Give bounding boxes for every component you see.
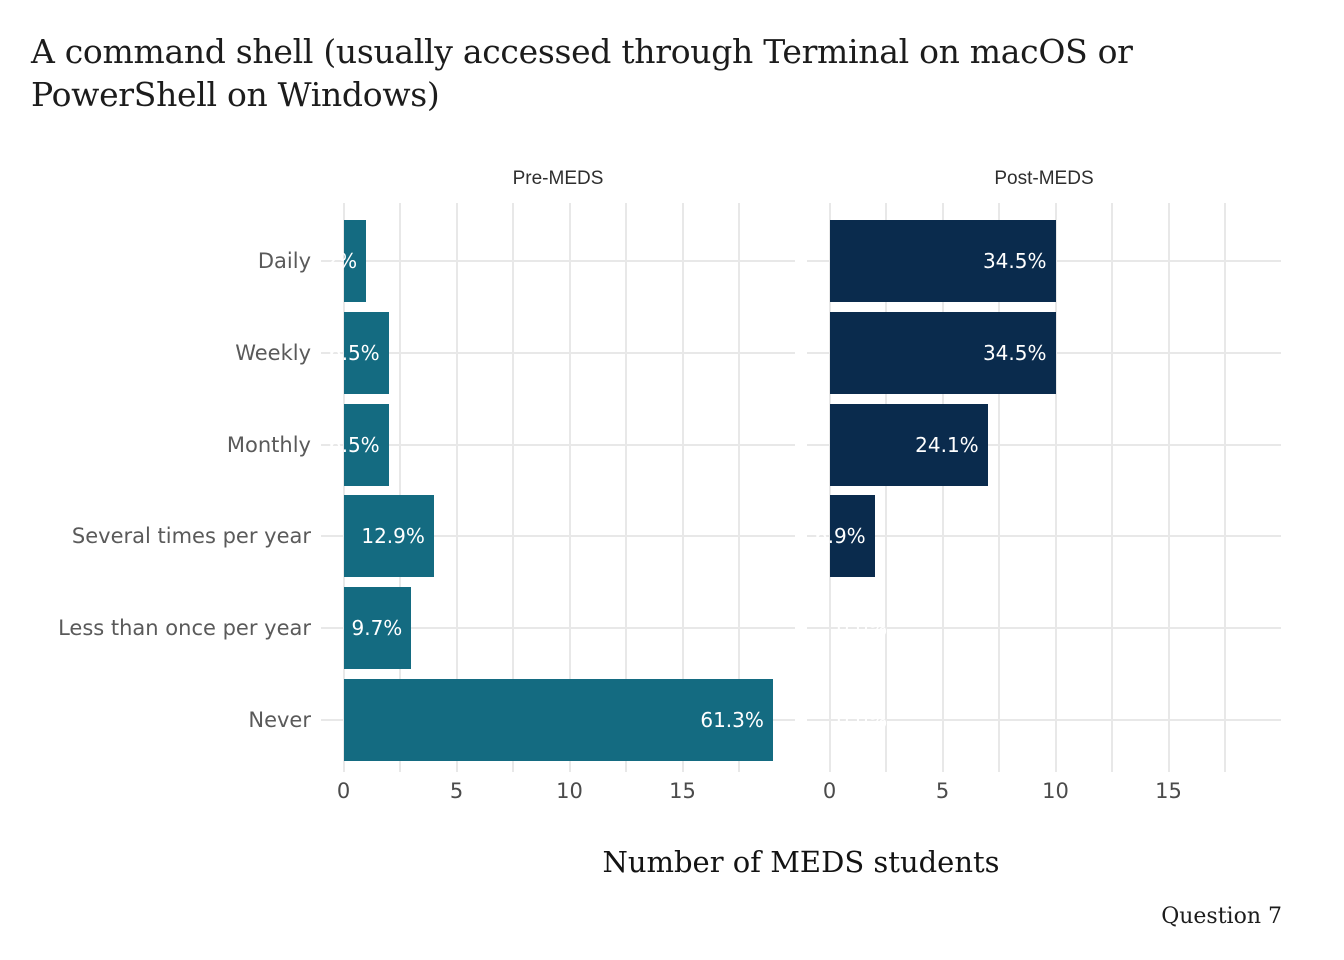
- bar-percentage-label: 24.1%: [915, 432, 979, 457]
- bar: [343, 587, 412, 670]
- x-axis-tick-label: 10: [1042, 779, 1069, 803]
- vertical-gridline: [342, 203, 345, 772]
- chart-title: A command shell (usually accessed throug…: [31, 30, 1301, 116]
- category-label: Several times per year: [71, 524, 311, 549]
- facet-strip-pre-meds: Pre-MEDS: [512, 168, 604, 189]
- x-axis-tick-label: 15: [669, 779, 696, 803]
- x-axis-tick-label: 0: [336, 779, 351, 803]
- bar-percentage-label: 0.0%: [836, 708, 888, 732]
- x-axis-title: Number of MEDS students: [602, 845, 1000, 879]
- vertical-gridline: [1224, 203, 1226, 772]
- vertical-gridline: [1111, 203, 1113, 772]
- category-label: Never: [248, 708, 311, 732]
- bar-percentage-label: 12.9%: [361, 524, 425, 549]
- bar-percentage-label: 34.5%: [982, 249, 1047, 273]
- category-label: Less than once per year: [58, 616, 311, 641]
- category-label: Monthly: [226, 432, 311, 457]
- bar-percentage-label: 61.3%: [700, 708, 764, 732]
- vertical-gridline: [455, 203, 458, 772]
- bar: [343, 311, 389, 394]
- horizontal-gridline: [321, 443, 795, 446]
- chart-caption: Question 7: [1161, 904, 1282, 929]
- horizontal-gridline: [807, 719, 1281, 721]
- category-label: Weekly: [235, 340, 311, 365]
- horizontal-gridline: [807, 627, 1281, 630]
- vertical-gridline: [885, 203, 887, 772]
- horizontal-gridline: [321, 535, 795, 538]
- x-axis-tick-label: 0: [822, 779, 837, 803]
- chart-title-line2: PowerShell on Windows): [31, 75, 440, 114]
- bar: [343, 495, 434, 578]
- vertical-gridline: [399, 203, 401, 772]
- chart-title-line1: A command shell (usually accessed throug…: [31, 32, 1133, 71]
- bar: [343, 220, 367, 302]
- plot-panel-post-meds: 34.5% 34.5% 24.1% 6.9% 0.0% 0.0%: [807, 203, 1281, 772]
- bar-percentage-label: 6.9%: [814, 524, 866, 549]
- horizontal-gridline: [807, 443, 1281, 446]
- vertical-gridline: [625, 203, 627, 772]
- x-axis-tick-label: 5: [449, 779, 464, 803]
- bar: [829, 220, 1056, 302]
- facet-strip-post-meds: Post-MEDS: [994, 168, 1094, 189]
- plot-panel-pre-meds: 3.2% 6.5% 6.5% 12.9% 9.7% 61.3%: [306, 203, 795, 772]
- vertical-gridline: [941, 203, 944, 772]
- bar: [829, 403, 988, 486]
- horizontal-gridline: [321, 351, 795, 354]
- bar: [343, 403, 389, 486]
- horizontal-gridline: [807, 535, 1281, 538]
- horizontal-gridline: [321, 627, 795, 630]
- horizontal-gridline: [321, 260, 795, 262]
- bar-percentage-label: 6.5%: [328, 340, 380, 365]
- vertical-gridline: [512, 203, 514, 772]
- bar-percentage-label: 6.5%: [328, 432, 380, 457]
- bar-percentage-label: 9.7%: [351, 616, 403, 641]
- bar: [343, 679, 773, 761]
- bar-percentage-label: 0.0%: [836, 616, 888, 641]
- vertical-gridline: [1167, 203, 1170, 772]
- vertical-gridline: [1054, 203, 1057, 772]
- category-label: Daily: [257, 249, 311, 273]
- bar-percentage-label: 3.2%: [306, 249, 358, 273]
- bar: [829, 311, 1056, 394]
- bar: [829, 495, 875, 578]
- vertical-gridline: [828, 203, 831, 772]
- vertical-gridline: [738, 203, 740, 772]
- bar-percentage-label: 34.5%: [982, 340, 1047, 365]
- x-axis-tick-label: 10: [556, 779, 583, 803]
- x-axis-tick-label: 15: [1155, 779, 1182, 803]
- vertical-gridline: [998, 203, 1000, 772]
- x-axis-tick-label: 5: [935, 779, 950, 803]
- vertical-gridline: [568, 203, 571, 772]
- vertical-gridline: [681, 203, 684, 772]
